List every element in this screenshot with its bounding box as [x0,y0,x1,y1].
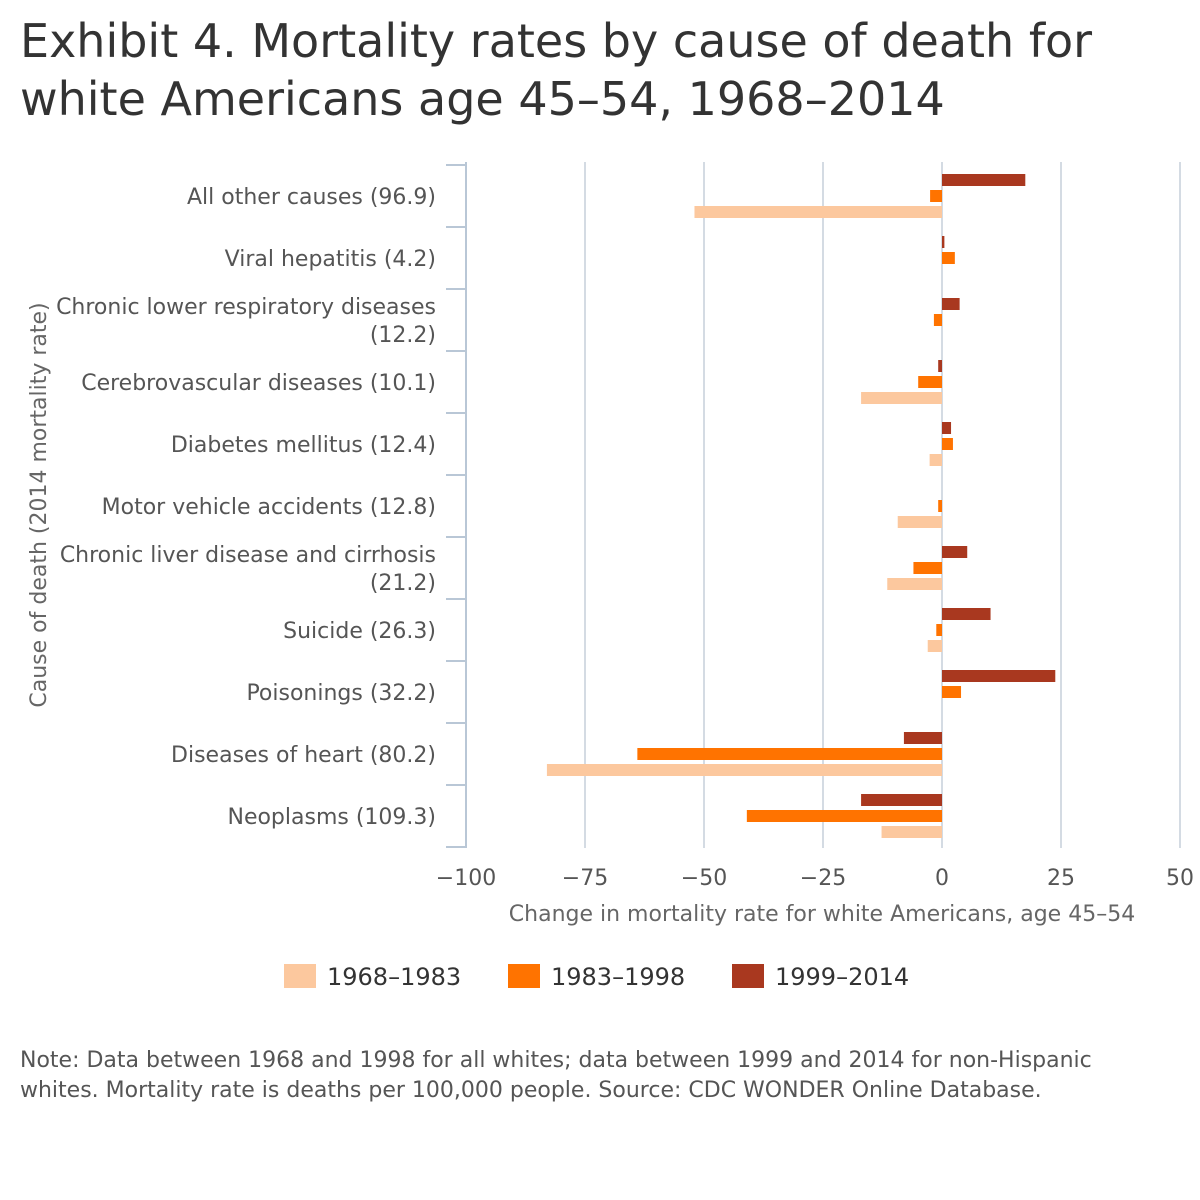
category-label: Chronic lower respiratory diseases (12.2) [56,295,436,348]
bar [861,794,942,806]
category-label: All other causes (96.9) [187,185,436,210]
legend-label: 1983–1998 [551,963,685,991]
bar [938,500,942,512]
bar [746,810,942,822]
footnote: Note: Data between 1968 and 1998 for all… [20,1048,1092,1103]
x-tick-label: −25 [800,866,846,891]
bars [546,174,1056,838]
bar [913,562,942,574]
category-label: Cerebrovascular diseases (10.1) [81,371,436,396]
bar [942,174,1026,186]
category-label-line: (21.2) [370,571,436,596]
x-tick-label: −75 [562,866,608,891]
bar [942,686,962,698]
category-label-line: Chronic liver disease and cirrhosis [60,543,436,568]
gridlines [584,162,1181,848]
bar [930,190,942,202]
x-tick-label: −50 [681,866,727,891]
bar [929,454,942,466]
category-label: Diseases of heart (80.2) [171,743,436,768]
category-label: Suicide (26.3) [283,619,436,644]
x-tick-label: −100 [436,866,496,891]
x-tick-label: 25 [1047,866,1075,891]
category-label: Diabetes mellitus (12.4) [171,433,436,458]
category-label: Neoplasms (109.3) [227,805,436,830]
category-label: Viral hepatitis (4.2) [225,247,436,272]
chart-title: Exhibit 4. Mortality rates by cause of d… [20,14,1093,126]
bar [942,438,953,450]
bar [938,360,942,372]
legend-label: 1968–1983 [327,963,461,991]
bar [942,422,952,434]
bar [918,376,942,388]
x-tick-labels: −100 −75 −50 −25 0 25 50 [436,866,1194,891]
bar [881,826,942,838]
bar [546,764,942,776]
bar [936,624,942,636]
category-label-line: (12.2) [370,323,436,348]
x-axis-title: Change in mortality rate for white Ameri… [509,902,1135,927]
legend-label: 1999–2014 [775,963,909,991]
bar [694,206,942,218]
bar [927,640,942,652]
category-label: Chronic liver disease and cirrhosis (21.2… [60,543,436,596]
bar [942,670,1056,682]
category-axis [446,162,467,848]
legend-swatch [508,964,540,988]
category-label-line: Chronic lower respiratory diseases [56,295,436,320]
bar [942,298,960,310]
bar [942,236,945,248]
category-label: Poisonings (32.2) [246,681,436,706]
legend-swatch [284,964,316,988]
legend: 1968–1983 1983–1998 1999–2014 [284,963,909,991]
bar [942,608,991,620]
x-tick-label: 50 [1166,866,1194,891]
bar [942,546,968,558]
category-label: Motor vehicle accidents (12.8) [102,495,436,520]
bar [933,314,942,326]
bar [942,252,955,264]
legend-swatch [732,964,764,988]
y-axis-title: Cause of death (2014 mortality rate) [27,302,52,707]
bar [887,578,942,590]
bar [861,392,942,404]
bar [897,516,942,528]
bar [637,748,942,760]
bar [903,732,942,744]
x-tick-label: 0 [935,866,949,891]
category-labels: All other causes (96.9) Viral hepatitis (… [56,185,436,830]
